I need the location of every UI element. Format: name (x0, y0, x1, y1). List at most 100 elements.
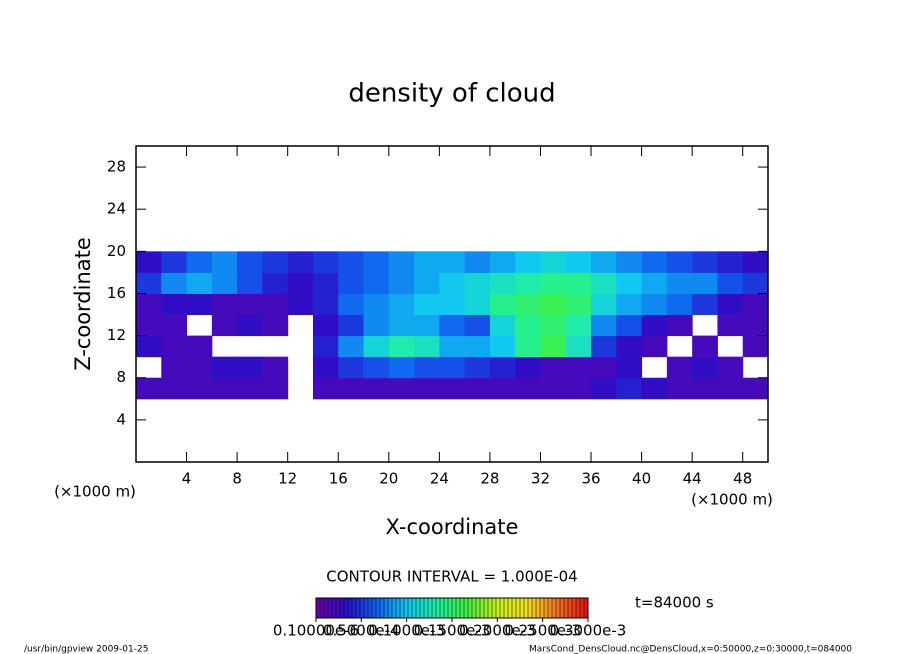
cell (666, 251, 693, 273)
colorbar-swatch (396, 598, 401, 618)
cell (591, 251, 617, 273)
cell (439, 251, 466, 273)
cell (262, 377, 289, 400)
cell (388, 377, 415, 400)
cell (388, 314, 415, 337)
time-label: t=84000 s (635, 594, 714, 612)
cell (388, 335, 415, 358)
colorbar-swatch (332, 598, 337, 618)
cell (312, 293, 339, 316)
cell (338, 356, 365, 379)
cell (262, 293, 289, 316)
y-tick-label: 4 (116, 410, 126, 428)
colorbar-swatch (340, 598, 345, 618)
colorbar-swatch (412, 598, 417, 618)
colorbar-swatch (388, 598, 393, 618)
cell (439, 377, 466, 400)
x-tick-label: 44 (683, 470, 702, 488)
cell (666, 356, 693, 379)
cell (136, 377, 162, 400)
y-unit: (×1000 m) (54, 483, 136, 501)
cell (414, 251, 440, 273)
cell (641, 293, 668, 316)
x-tick-label: 16 (329, 470, 348, 488)
cell (211, 251, 238, 273)
cell (666, 293, 693, 316)
cell (464, 314, 491, 337)
cell (489, 314, 516, 337)
colorbar-tick-label: 0.3000e-3 (550, 622, 627, 640)
cell (363, 335, 390, 358)
cell (211, 356, 238, 379)
cell (515, 356, 541, 379)
colorbar-swatch (440, 598, 445, 618)
cell (692, 293, 718, 316)
cell (464, 293, 491, 316)
cell (489, 272, 516, 294)
colorbar-swatch (444, 598, 449, 618)
cell (312, 272, 339, 294)
colorbar-swatch (560, 598, 565, 618)
cell (388, 356, 415, 379)
y-tick-label: 8 (116, 368, 126, 386)
cell (616, 335, 643, 358)
cell (186, 272, 213, 294)
x-unit: (×1000 m) (691, 491, 773, 509)
colorbar-swatch (524, 598, 529, 618)
cell (692, 272, 718, 294)
cell (515, 314, 541, 337)
colorbar-swatch (572, 598, 577, 618)
cell (211, 314, 238, 337)
cell (717, 251, 744, 273)
y-tick-label: 16 (107, 284, 126, 302)
colorbar-swatch (368, 598, 373, 618)
cell (641, 251, 668, 273)
cell (363, 314, 390, 337)
cell (414, 377, 440, 400)
cell (540, 335, 567, 358)
colorbar-swatch (536, 598, 541, 618)
cell (616, 314, 643, 337)
colorbar-swatch (316, 598, 321, 618)
cell (591, 356, 617, 379)
cell (237, 314, 263, 337)
cell (641, 272, 668, 294)
cell (186, 335, 213, 358)
colorbar-swatch (564, 598, 569, 618)
colorbar-swatch (468, 598, 473, 618)
colorbar-swatch (480, 598, 485, 618)
cell (489, 251, 516, 273)
cell (742, 335, 769, 358)
cell (161, 356, 188, 379)
cell (262, 251, 289, 273)
colorbar-swatch (420, 598, 425, 618)
cell (717, 272, 744, 294)
cell (338, 377, 365, 400)
cell (565, 272, 592, 294)
colorbar-swatch (576, 598, 581, 618)
colorbar-swatch (428, 598, 433, 618)
cell (692, 356, 718, 379)
cell (515, 377, 541, 400)
cell (312, 314, 339, 337)
cell (717, 293, 744, 316)
colorbar-tick-label: 0.10000e-6 (273, 622, 359, 640)
x-tick-label: 28 (480, 470, 499, 488)
y-tick-label: 24 (107, 200, 126, 218)
colorbar-swatch (492, 598, 497, 618)
cell (136, 314, 162, 337)
cell (616, 293, 643, 316)
colorbar-swatch (436, 598, 441, 618)
cell (287, 293, 314, 316)
colorbar-swatch (580, 598, 585, 618)
cell (388, 293, 415, 316)
cell (338, 335, 365, 358)
cell (262, 272, 289, 294)
x-tick-label: 32 (531, 470, 550, 488)
cell (363, 356, 390, 379)
cell (388, 272, 415, 294)
cell (136, 293, 162, 316)
x-tick-label: 12 (278, 470, 297, 488)
cell (439, 314, 466, 337)
cell (414, 293, 440, 316)
